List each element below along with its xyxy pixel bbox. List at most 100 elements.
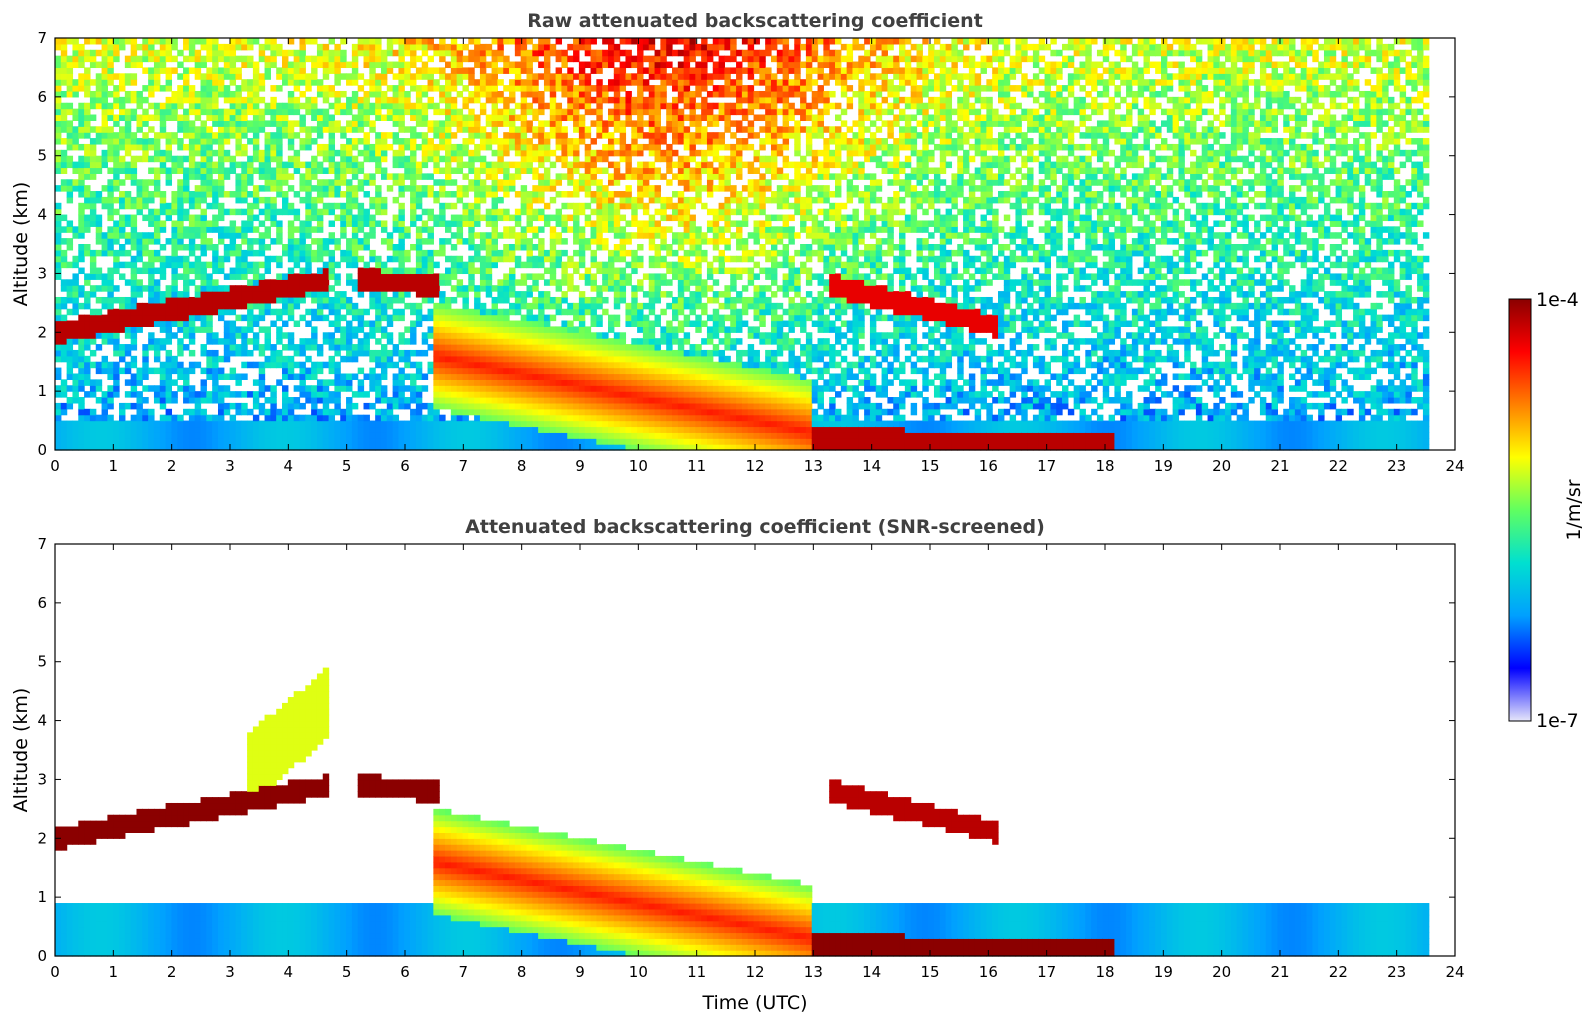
- heatmap-cell: [346, 402, 353, 410]
- heatmap-cell: [549, 420, 557, 428]
- heatmap-cell: [119, 161, 126, 169]
- heatmap-cell: [165, 391, 173, 398]
- heatmap-cell: [322, 67, 330, 74]
- heatmap-cell: [590, 161, 597, 169]
- heatmap-cell: [165, 426, 173, 433]
- heatmap-cell: [287, 420, 295, 428]
- heatmap-cell: [479, 102, 487, 110]
- heatmap-cell: [95, 332, 103, 339]
- heatmap-cell: [462, 361, 469, 369]
- heatmap-cell: [119, 220, 126, 227]
- heatmap-cell: [445, 114, 452, 121]
- heatmap-cell: [392, 432, 400, 439]
- heatmap-cell: [573, 208, 580, 216]
- heatmap-cell: [578, 314, 586, 322]
- heatmap-cell: [526, 102, 533, 110]
- heatmap-cell: [159, 61, 167, 69]
- heatmap-cell: [555, 79, 563, 86]
- heatmap-cell: [491, 320, 498, 327]
- heatmap-cell: [101, 114, 108, 121]
- heatmap-cell: [130, 167, 138, 174]
- heatmap-cell: [130, 173, 138, 180]
- heatmap-cell: [346, 320, 353, 327]
- heatmap-cell: [561, 220, 568, 227]
- heatmap-cell: [369, 291, 376, 298]
- heatmap-cell: [555, 238, 563, 245]
- heatmap-cell: [415, 232, 423, 239]
- heatmap-cell: [491, 49, 498, 57]
- heatmap-cell: [427, 38, 434, 45]
- heatmap-cell: [532, 349, 539, 357]
- heatmap-cell: [607, 432, 615, 439]
- heatmap-cell: [415, 367, 423, 375]
- heatmap-cell: [340, 385, 347, 392]
- heatmap-cell: [538, 191, 545, 198]
- heatmap-cell: [200, 326, 207, 333]
- heatmap-cell: [212, 308, 219, 316]
- heatmap-cell: [578, 402, 586, 410]
- heatmap-cell: [188, 138, 196, 145]
- heatmap-cell: [392, 291, 400, 298]
- heatmap-cell: [351, 302, 359, 310]
- heatmap-cell: [66, 296, 74, 304]
- heatmap-cell: [241, 179, 248, 186]
- heatmap-cell: [340, 438, 347, 445]
- heatmap-cell: [386, 361, 394, 369]
- heatmap-cell: [410, 191, 417, 198]
- heatmap-cell: [177, 361, 184, 369]
- heatmap-cell: [241, 314, 248, 322]
- heatmap-cell: [270, 426, 277, 433]
- heatmap-cell: [78, 79, 85, 86]
- heatmap-cell: [153, 73, 161, 80]
- heatmap-cell: [328, 432, 336, 439]
- heatmap-cell: [555, 138, 563, 145]
- heatmap-cell: [363, 402, 370, 410]
- heatmap-cell: [433, 438, 440, 445]
- heatmap-cell: [217, 296, 225, 304]
- heatmap-cell: [386, 408, 394, 416]
- heatmap-cell: [235, 232, 242, 239]
- heatmap-cell: [520, 155, 528, 163]
- heatmap-cell: [398, 214, 405, 222]
- heatmap-cell: [287, 285, 295, 292]
- heatmap-cell: [206, 338, 213, 345]
- heatmap-cell: [212, 361, 219, 369]
- heatmap-cell: [392, 149, 400, 157]
- heatmap-cell: [445, 43, 452, 51]
- heatmap-cell: [217, 426, 225, 433]
- heatmap-cell: [247, 96, 254, 104]
- heatmap-cell: [404, 326, 411, 333]
- heatmap-cell: [363, 132, 370, 139]
- heatmap-cell: [421, 249, 429, 257]
- heatmap-cell: [555, 326, 563, 333]
- heatmap-cell: [136, 314, 143, 322]
- heatmap-cell: [514, 38, 522, 45]
- heatmap-cell: [479, 155, 487, 163]
- heatmap-cell: [212, 349, 219, 357]
- heatmap-cell: [130, 438, 138, 445]
- heatmap-cell: [305, 102, 312, 110]
- heatmap-cell: [543, 143, 551, 151]
- heatmap-cell: [386, 38, 394, 45]
- heatmap-cell: [340, 161, 347, 169]
- heatmap-cell: [450, 344, 458, 351]
- heatmap-cell: [410, 214, 417, 222]
- heatmap-cell: [177, 338, 184, 345]
- heatmap-cell: [543, 49, 551, 57]
- heatmap-cell: [55, 208, 62, 216]
- heatmap-cell: [113, 255, 120, 263]
- heatmap-cell: [538, 438, 545, 445]
- heatmap-cell: [514, 138, 522, 145]
- heatmap-cell: [427, 43, 434, 51]
- heatmap-cell: [375, 296, 382, 304]
- heatmap-cell: [479, 355, 487, 363]
- heatmap-cell: [159, 102, 167, 110]
- heatmap-cell: [142, 67, 149, 74]
- heatmap-cell: [340, 220, 347, 227]
- heatmap-cell: [165, 373, 173, 380]
- heatmap-cell: [462, 414, 469, 422]
- heatmap-cell: [578, 308, 586, 316]
- heatmap-cell: [520, 238, 528, 245]
- heatmap-cell: [369, 438, 376, 445]
- heatmap-cell: [322, 296, 330, 304]
